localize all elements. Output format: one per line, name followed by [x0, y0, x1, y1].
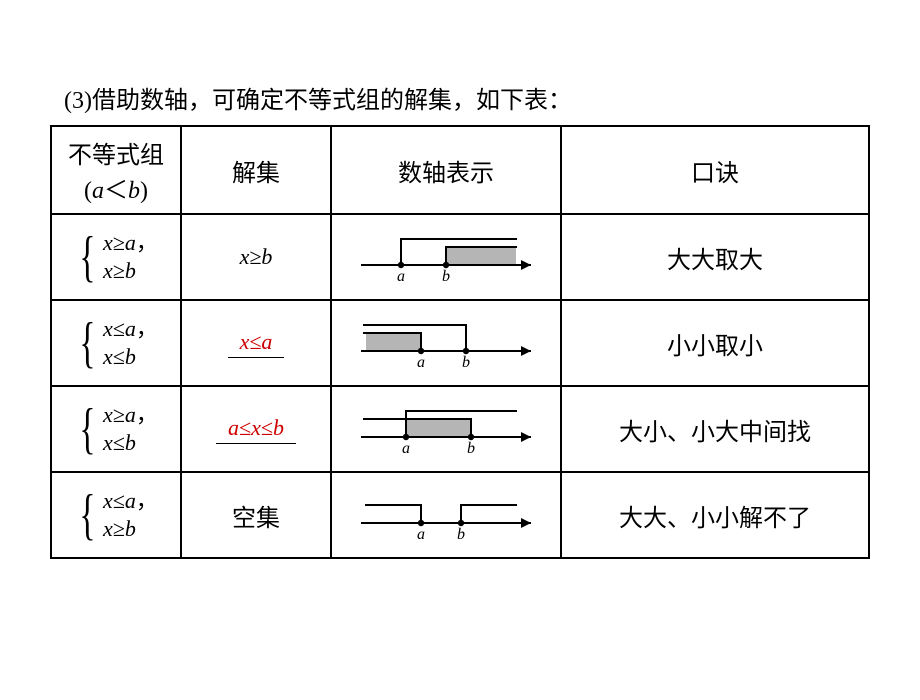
system-line-2: x≤b	[103, 429, 136, 457]
mnemonic-cell: 大大取大	[561, 214, 869, 300]
svg-text:b: b	[467, 440, 475, 457]
header-number-line: 数轴表示	[331, 126, 561, 214]
svg-text:b: b	[442, 268, 450, 285]
svg-text:b: b	[462, 354, 470, 371]
svg-text:a: a	[417, 354, 425, 371]
system-lines: x≥a， x≤b	[103, 401, 158, 457]
system-line-1: x≤a，	[103, 315, 158, 343]
solution-cell: 空集	[181, 472, 331, 558]
solution-text: a≤x≤b	[216, 415, 296, 444]
solution-cell: x≥b	[181, 214, 331, 300]
number-line-diagram: a b	[351, 227, 541, 287]
left-brace-icon: {	[80, 323, 96, 363]
number-line-diagram: a b	[351, 485, 541, 545]
mnemonic-cell: 大大、小小解不了	[561, 472, 869, 558]
header-col1-line1: 不等式组	[56, 135, 176, 170]
system-lines: x≤a， x≥b	[103, 487, 158, 543]
system-line-2: x≤b	[103, 343, 136, 371]
slide-page: (3)借助数轴，可确定不等式组的解集，如下表： 不等式组 (a＜b) 解集 数轴…	[0, 0, 920, 559]
table-header-row: 不等式组 (a＜b) 解集 数轴表示 口诀	[51, 126, 869, 214]
solution-table: 不等式组 (a＜b) 解集 数轴表示 口诀 { x≥a， x≥b x≥b a b…	[50, 125, 870, 559]
number-line-diagram: a b	[351, 313, 541, 373]
table-row: { x≥a， x≥b x≥b a b 大大取大	[51, 214, 869, 300]
mnemonic-cell: 小小取小	[561, 300, 869, 386]
diagram-cell: a b	[331, 386, 561, 472]
system-line-2: x≥b	[103, 515, 136, 543]
solution-text: x≥b	[240, 244, 273, 269]
header-col1-line2: (a＜b)	[56, 170, 176, 205]
table-row: { x≥a， x≤b a≤x≤b a b 大小、小大中间找	[51, 386, 869, 472]
system-line-1: x≥a，	[103, 229, 158, 257]
header-solution-set: 解集	[181, 126, 331, 214]
svg-text:a: a	[397, 268, 405, 285]
solution-cell: a≤x≤b	[181, 386, 331, 472]
left-brace-icon: {	[80, 495, 96, 535]
table-row: { x≤a， x≥b 空集 a b 大大、小小解不了	[51, 472, 869, 558]
solution-cell: x≤a	[181, 300, 331, 386]
solution-text: 空集	[232, 506, 280, 532]
inequality-system-cell: { x≤a， x≤b	[51, 300, 181, 386]
brace-system: { x≥a， x≤b	[74, 401, 158, 457]
system-line-2: x≥b	[103, 257, 136, 285]
inequality-system-cell: { x≤a， x≥b	[51, 472, 181, 558]
inequality-system-cell: { x≥a， x≥b	[51, 214, 181, 300]
system-lines: x≥a， x≥b	[103, 229, 158, 285]
system-line-1: x≤a，	[103, 487, 158, 515]
header-mnemonic: 口诀	[561, 126, 869, 214]
svg-text:b: b	[457, 526, 465, 543]
inequality-system-cell: { x≥a， x≤b	[51, 386, 181, 472]
left-brace-icon: {	[80, 409, 96, 449]
brace-system: { x≤a， x≥b	[74, 487, 158, 543]
solution-text: x≤a	[228, 329, 285, 358]
left-brace-icon: {	[80, 237, 96, 277]
diagram-cell: a b	[331, 472, 561, 558]
header-inequality-group: 不等式组 (a＜b)	[51, 126, 181, 214]
system-lines: x≤a， x≤b	[103, 315, 158, 371]
svg-text:a: a	[417, 526, 425, 543]
svg-text:a: a	[402, 440, 410, 457]
mnemonic-cell: 大小、小大中间找	[561, 386, 869, 472]
diagram-cell: a b	[331, 214, 561, 300]
system-line-1: x≥a，	[103, 401, 158, 429]
brace-system: { x≥a， x≥b	[74, 229, 158, 285]
brace-system: { x≤a， x≤b	[74, 315, 158, 371]
diagram-cell: a b	[331, 300, 561, 386]
number-line-diagram: a b	[351, 399, 541, 459]
table-row: { x≤a， x≤b x≤a a b 小小取小	[51, 300, 869, 386]
intro-text: (3)借助数轴，可确定不等式组的解集，如下表：	[64, 80, 870, 115]
